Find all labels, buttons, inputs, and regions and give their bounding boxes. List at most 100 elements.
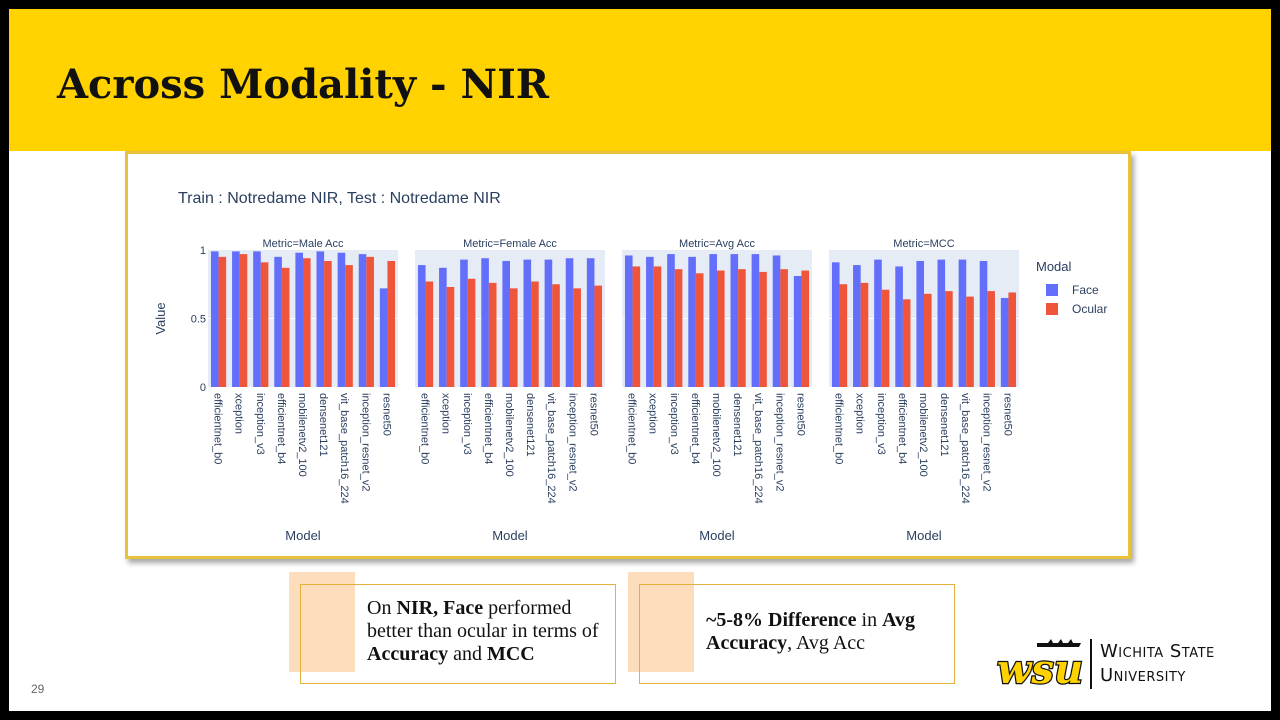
bar-face-xception [853, 265, 861, 387]
note-2-run-1: in [856, 609, 883, 631]
bar-face-efficientnet_b0 [831, 262, 840, 387]
x-tick-label: mobilenetv2_100 [503, 393, 515, 477]
bar-face-resnet50 [379, 288, 388, 387]
bar-face-inception_v3 [667, 254, 675, 387]
x-tick-label: efficientnet_b4 [275, 393, 287, 464]
bar-ocular-xception [653, 266, 662, 387]
x-axis-label: Model [699, 528, 735, 543]
bar-ocular-inception_v3 [674, 269, 683, 387]
bar-ocular-mobilenetv2_100 [510, 288, 518, 387]
x-tick-label: inception_v3 [875, 393, 887, 455]
bar-face-vit_base_patch16_224 [544, 259, 553, 387]
x-tick-label: densenet121 [938, 393, 950, 457]
x-tick-label: mobilenetv2_100 [710, 393, 722, 477]
bar-face-vit_base_patch16_224 [751, 254, 760, 387]
bar-face-vit_base_patch16_224 [958, 259, 967, 387]
wsu-mark-text: wsu [997, 646, 1083, 693]
x-tick-label: inception_v3 [461, 393, 473, 455]
bar-ocular-efficientnet_b0 [425, 281, 434, 387]
x-tick-label: densenet121 [731, 393, 743, 457]
bar-ocular-inception_resnet_v2 [987, 291, 995, 387]
bar-face-efficientnet_b0 [417, 265, 426, 387]
bar-ocular-inception_resnet_v2 [573, 288, 581, 387]
bar-face-xception [646, 256, 654, 387]
bar-face-mobilenetv2_100 [916, 260, 924, 387]
bar-face-densenet121 [316, 251, 325, 387]
bar-ocular-inception_resnet_v2 [366, 256, 374, 387]
slide: Across Modality - NIR Train : Notredame … [9, 9, 1271, 711]
bar-face-resnet50 [586, 258, 595, 387]
bar-ocular-inception_v3 [881, 289, 890, 387]
note-2-box [639, 584, 955, 684]
bar-ocular-inception_resnet_v2 [780, 269, 788, 387]
bar-ocular-efficientnet_b4 [281, 267, 290, 387]
bar-face-mobilenetv2_100 [709, 254, 717, 387]
note-1-run-5: MCC [486, 643, 535, 665]
x-tick-label: vit_base_patch16_224 [545, 393, 557, 504]
bar-ocular-densenet121 [531, 281, 539, 387]
x-tick-label: efficientnet_b4 [896, 393, 908, 464]
x-tick-label: mobilenetv2_100 [296, 393, 308, 477]
bar-face-densenet121 [937, 259, 946, 387]
bar-face-inception_resnet_v2 [772, 255, 781, 387]
page-number: 29 [31, 682, 45, 696]
note-2-run-0: ~5-8% Difference [706, 609, 857, 631]
y-tick-label: 0.5 [191, 314, 206, 326]
x-tick-label: densenet121 [317, 393, 329, 457]
slide-title: Across Modality - NIR [57, 61, 550, 108]
legend-label-ocular: Ocular [1072, 302, 1107, 316]
y-axis-label: Value [153, 302, 168, 334]
chart: Train : Notredame NIR, Test : Notredame … [153, 190, 1107, 543]
bar-ocular-efficientnet_b4 [488, 282, 497, 387]
bar-ocular-densenet121 [738, 269, 746, 387]
y-tick-label: 1 [200, 245, 206, 257]
bar-face-inception_v3 [460, 259, 468, 387]
x-axis-label: Model [285, 528, 321, 543]
chart-frame: Train : Notredame NIR, Test : Notredame … [125, 151, 1131, 559]
note-2-text: ~5-8% Difference in Avg Accuracy, Avg Ac… [706, 609, 952, 655]
bar-face-resnet50 [793, 276, 802, 387]
x-tick-label: mobilenetv2_100 [917, 393, 929, 477]
bar-ocular-resnet50 [594, 285, 603, 387]
bar-ocular-xception [446, 286, 455, 387]
bar-ocular-densenet121 [324, 260, 332, 387]
note-2-run-3: , Avg Acc [787, 632, 866, 654]
x-tick-label: inception_v3 [254, 393, 266, 455]
x-tick-label: efficientnet_b0 [626, 393, 638, 464]
x-tick-label: efficientnet_b0 [833, 393, 845, 464]
bar-ocular-mobilenetv2_100 [924, 293, 932, 387]
bar-face-inception_v3 [253, 251, 261, 387]
bar-face-mobilenetv2_100 [502, 260, 510, 387]
bar-face-inception_v3 [874, 259, 882, 387]
bar-ocular-mobilenetv2_100 [717, 270, 725, 387]
x-tick-label: resnet50 [794, 393, 806, 436]
bar-face-efficientnet_b4 [688, 256, 696, 387]
note-2-run-2: Avg Accuracy [706, 609, 916, 654]
legend-swatch-face [1046, 284, 1058, 296]
bar-face-vit_base_patch16_224 [337, 252, 346, 387]
bar-ocular-vit_base_patch16_224 [345, 265, 353, 387]
x-tick-label: vit_base_patch16_224 [338, 393, 350, 504]
x-tick-label: inception_resnet_v2 [566, 393, 578, 491]
x-tick-label: vit_base_patch16_224 [752, 393, 764, 504]
bar-face-mobilenetv2_100 [295, 252, 303, 387]
x-tick-label: densenet121 [524, 393, 536, 457]
bar-face-inception_resnet_v2 [565, 258, 574, 387]
x-tick-label: xception [854, 393, 866, 434]
bar-ocular-inception_v3 [467, 278, 476, 387]
legend-swatch-ocular [1046, 303, 1058, 315]
bar-face-xception [439, 267, 447, 387]
bar-ocular-efficientnet_b0 [632, 266, 641, 387]
note-1-run-4: and [448, 643, 487, 665]
x-tick-label: efficientnet_b4 [689, 393, 701, 464]
bar-ocular-xception [239, 254, 248, 387]
x-axis-label: Model [906, 528, 942, 543]
bar-ocular-efficientnet_b0 [839, 284, 848, 387]
bar-face-densenet121 [730, 254, 739, 387]
wsu-name: Wichita State University [1100, 640, 1215, 688]
bar-face-efficientnet_b4 [274, 256, 282, 387]
bar-face-efficientnet_b4 [481, 258, 489, 387]
x-tick-label: inception_resnet_v2 [980, 393, 992, 491]
wsu-name-line1: Wichita State [1100, 641, 1215, 662]
bar-face-inception_resnet_v2 [358, 254, 367, 387]
